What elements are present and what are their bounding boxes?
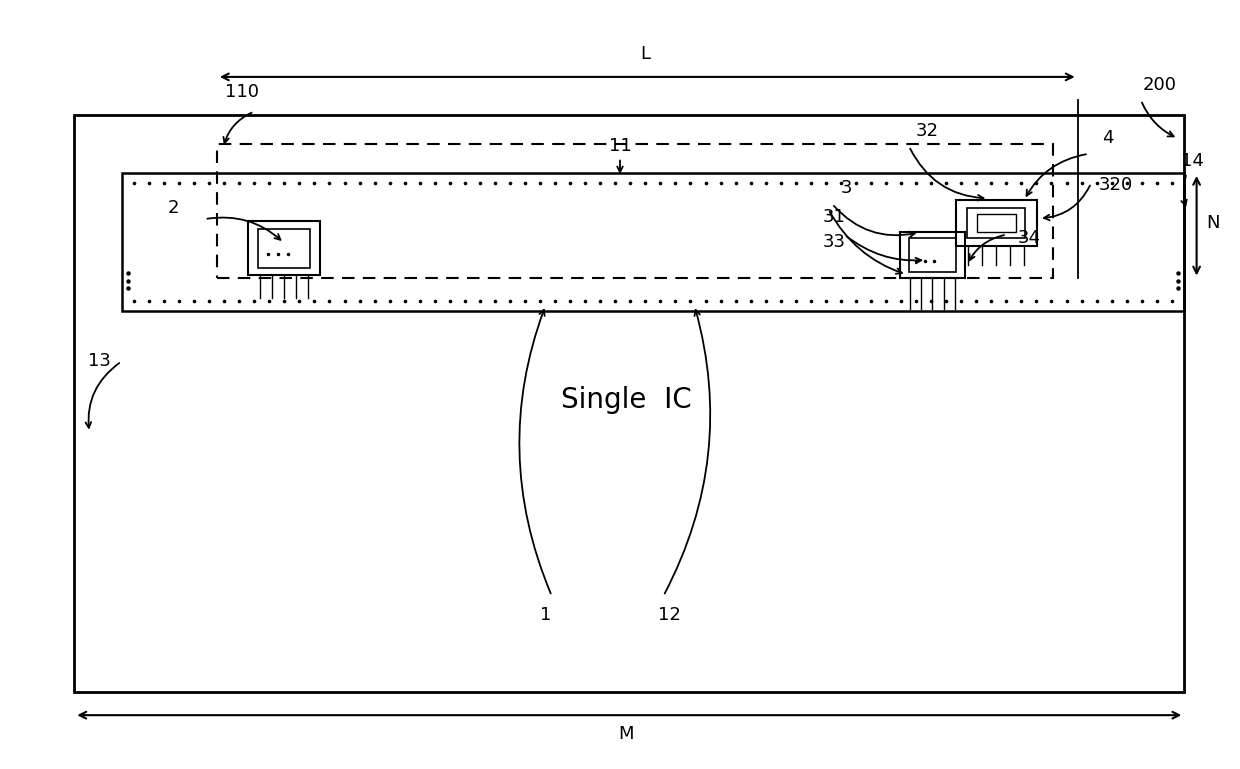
Bar xyxy=(900,232,965,278)
Text: 13: 13 xyxy=(88,352,110,371)
Text: 4: 4 xyxy=(1101,129,1114,148)
Text: 2: 2 xyxy=(167,198,180,217)
Bar xyxy=(977,214,1016,232)
Bar xyxy=(909,238,956,272)
Text: 31: 31 xyxy=(823,208,846,226)
Text: 32: 32 xyxy=(916,122,939,140)
Text: 1: 1 xyxy=(539,606,552,624)
Bar xyxy=(248,221,320,275)
Text: 14: 14 xyxy=(1182,152,1204,171)
Bar xyxy=(122,173,1184,311)
Text: 3: 3 xyxy=(841,179,853,198)
Text: M: M xyxy=(619,725,634,744)
Text: Single  IC: Single IC xyxy=(560,386,692,414)
Text: N: N xyxy=(1207,214,1219,232)
Bar xyxy=(258,229,310,268)
Text: 110: 110 xyxy=(224,83,259,102)
Bar xyxy=(74,115,1184,692)
Text: 320: 320 xyxy=(1099,175,1133,194)
Bar xyxy=(217,144,1053,278)
Bar xyxy=(967,208,1025,238)
Text: 34: 34 xyxy=(1018,229,1040,248)
Text: 11: 11 xyxy=(609,137,631,155)
Text: 33: 33 xyxy=(823,233,846,251)
Text: 200: 200 xyxy=(1142,75,1177,94)
Text: 12: 12 xyxy=(658,606,681,624)
Text: L: L xyxy=(640,45,650,63)
Bar xyxy=(956,200,1037,246)
